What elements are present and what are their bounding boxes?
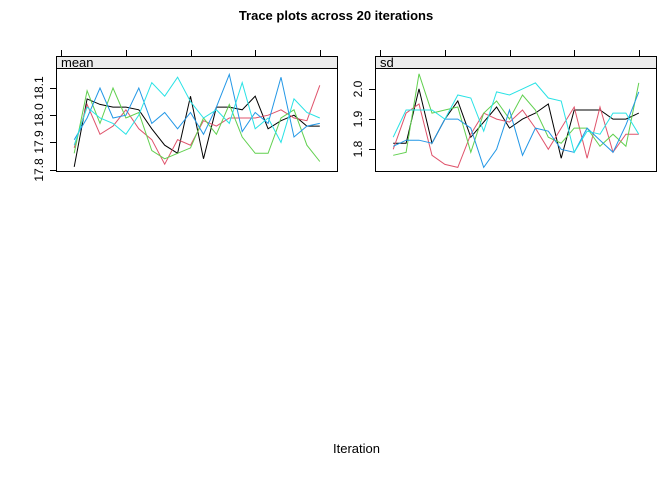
y-tick-label: 2.0 [351,80,365,98]
x-tick [574,50,575,56]
trace-plot-svg-sd [392,73,640,169]
panel-sd [375,68,657,172]
y-tick [50,88,56,89]
trace-mean-chain-3 [73,86,321,162]
x-tick [380,50,381,56]
x-tick [445,50,446,56]
trace-mean-chain-4 [73,72,320,140]
y-tick-label: 17.8 [32,158,46,182]
plot-title: Trace plots across 20 iterations [238,8,434,23]
trace-mean-chain-1 [73,95,320,167]
strip-label-sd: sd [380,55,394,70]
y-tick [50,142,56,143]
x-tick [320,50,321,56]
trace-plot-svg-mean [73,72,321,167]
y-tick [50,115,56,116]
y-tick [369,89,375,90]
trace-sd-chain-5 [392,82,640,154]
y-tick [369,149,375,150]
x-tick [639,50,640,56]
y-tick [369,119,375,120]
x-tick [255,50,256,56]
trace-sd-chain-3 [393,73,640,156]
y-tick-label: 18.0 [32,103,46,127]
x-tick [510,50,511,56]
trace-mean-chain-2 [73,85,321,166]
x-tick [61,50,62,56]
y-tick-label: 1.9 [351,110,365,128]
y-tick-label: 1.8 [351,140,365,158]
x-tick [126,50,127,56]
y-tick [50,170,56,171]
trace-mean-chain-5 [73,76,320,146]
x-tick [191,50,192,56]
trace-sd-chain-4 [392,91,640,169]
strip-sd: sd [375,55,657,70]
strip-label-mean: mean [61,55,94,70]
y-tick-label: 17.9 [32,130,46,154]
strip-mean: mean [56,55,338,70]
x-axis-label: Iteration [333,441,380,456]
panel-mean [56,68,338,172]
y-tick-label: 18.1 [32,76,46,100]
trace-sd-chain-2 [392,103,639,168]
